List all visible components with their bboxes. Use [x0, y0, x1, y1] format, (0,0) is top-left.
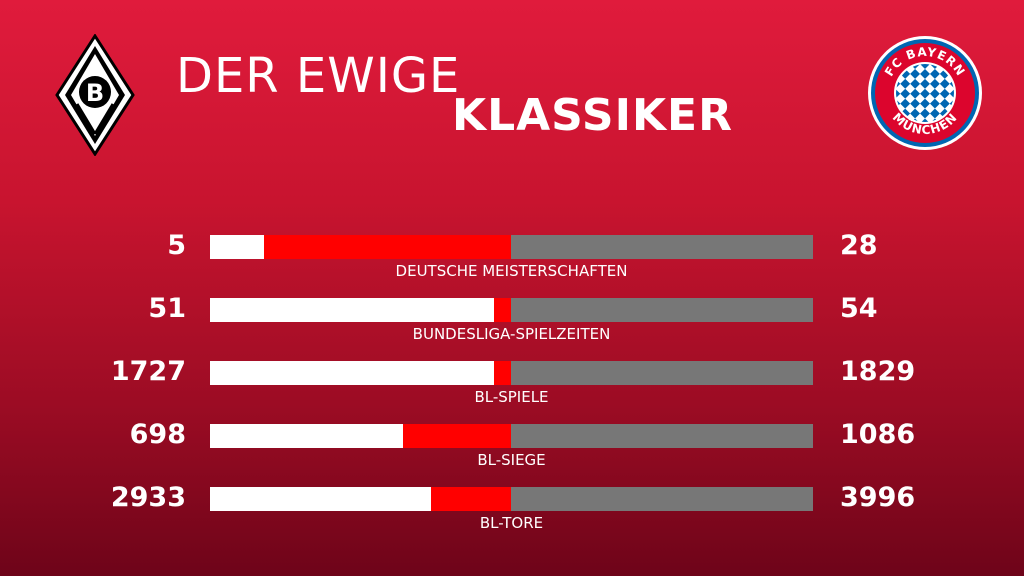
right-team-value: 1829 — [840, 356, 916, 387]
category-label: BL-SIEGE — [477, 451, 546, 469]
left-team-value: 698 — [129, 419, 186, 450]
crest-letter: B — [86, 79, 104, 107]
borussia-moenchengladbach-crest-icon: B — [55, 33, 135, 157]
comparison-bar — [210, 424, 813, 448]
right-team-value: 28 — [840, 230, 878, 261]
right-team-value: 1086 — [840, 419, 916, 450]
category-label: BL-SPIELE — [474, 388, 549, 406]
comparison-bar — [210, 235, 813, 259]
right-team-value: 3996 — [840, 482, 916, 513]
comparison-bar — [210, 361, 813, 385]
left-team-bar-fill — [210, 424, 404, 448]
comparison-row: 2933 3996 BL-TORE — [0, 482, 1024, 545]
category-label: BUNDESLIGA-SPIELZEITEN — [412, 325, 611, 343]
category-label: BL-TORE — [479, 514, 544, 532]
page-title-line1: DER EWIGE — [176, 48, 461, 104]
left-team-bar-fill — [210, 235, 264, 259]
fc-bayern-muenchen-crest-icon: FC BAYERN MÜNCHEN — [866, 34, 984, 152]
left-team-value: 2933 — [110, 482, 186, 513]
left-team-bar-fill — [210, 361, 495, 385]
comparison-row: 1727 1829 BL-SPIELE — [0, 356, 1024, 419]
comparison-bar — [210, 298, 813, 322]
left-team-bar-fill — [210, 487, 431, 511]
left-team-bar-fill — [210, 298, 495, 322]
left-team-value: 51 — [148, 293, 186, 324]
comparison-row: 698 1086 BL-SIEGE — [0, 419, 1024, 482]
comparison-row: 51 54 BUNDESLIGA-SPIELZEITEN — [0, 293, 1024, 356]
comparison-row: 5 28 DEUTSCHE MEISTERSCHAFTEN — [0, 230, 1024, 293]
left-team-value: 1727 — [110, 356, 186, 387]
category-label: DEUTSCHE MEISTERSCHAFTEN — [395, 262, 628, 280]
left-team-value: 5 — [167, 230, 186, 261]
right-team-value: 54 — [840, 293, 878, 324]
page-title-line2: KLASSIKER — [452, 90, 733, 141]
comparison-bar — [210, 487, 813, 511]
